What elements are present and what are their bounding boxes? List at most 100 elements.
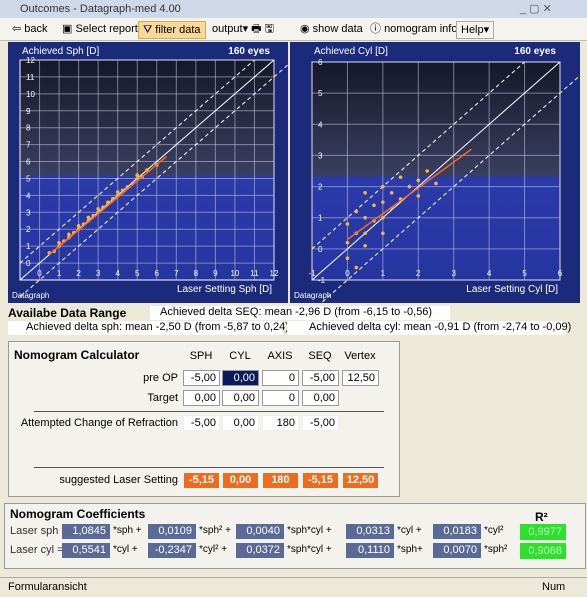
value: mean -2,96 D (from -6,15 to -0,56) (264, 306, 433, 318)
output-button[interactable]: output▾ 🖶 🖫 (212, 23, 274, 35)
row-label: Laser sph = (10, 525, 68, 537)
window-controls[interactable]: _ ▢ ✕ (520, 3, 552, 15)
column-header: Vertex (344, 350, 376, 362)
select-report-button[interactable]: ▣ Select report (62, 23, 138, 35)
x-tick-label: 5 (135, 269, 140, 278)
panel-title: Nomogram Calculator (14, 348, 140, 362)
data-point (57, 240, 61, 245)
y-tick-label: 4 (26, 191, 31, 200)
x-tick-label: 4 (487, 269, 492, 278)
data-point (111, 196, 115, 201)
term: *cyl² + (199, 544, 228, 555)
data-point (354, 209, 359, 214)
panel-title: Nomogram Coefficients (10, 507, 146, 521)
column-header: AXIS (267, 350, 293, 362)
term: *sph*cyl + (287, 544, 332, 555)
window-title: Outcomes - Datagraph-med 4.00 (20, 3, 181, 15)
data-point (106, 200, 110, 204)
count-label: 160 eyes (228, 46, 270, 57)
x-tick-label: 10 (230, 269, 239, 278)
y-tick-label: 5 (26, 174, 31, 183)
x-tick-label: 1 (381, 269, 386, 278)
term: *cyl + (113, 544, 138, 555)
filter-data-button[interactable]: ⛛ filter data (138, 21, 206, 39)
value: mean -2,50 D (from -5,87 to 0,24) (125, 321, 289, 333)
value-cell: 12,50 (342, 370, 379, 386)
nomogram-info-button[interactable]: ⓘ nomogram info (370, 23, 458, 35)
coefficient: 0,5541 (62, 543, 110, 558)
coefficient: 0,0183 (433, 524, 481, 539)
value-cell: 0,00 (183, 390, 220, 406)
x-tick-label: 3 (96, 269, 101, 278)
y-tick-label: -1 (318, 276, 326, 285)
value-cell: 0,00 (222, 390, 259, 406)
term: *sph² (484, 544, 508, 555)
label: Achieved delta cyl: (309, 321, 401, 333)
value-cell: 0,00 (222, 370, 259, 386)
data-point (381, 215, 385, 220)
tolerance-line (19, 59, 255, 264)
identity-line (311, 61, 561, 281)
row-label: Attempted Change of Refraction (20, 417, 178, 429)
coefficient: 0,0109 (148, 524, 196, 539)
data-point (135, 173, 140, 177)
data-point (345, 240, 350, 245)
y-tick-label: 3 (26, 208, 31, 217)
y-tick-label: 1 (318, 214, 323, 223)
separator (34, 411, 384, 412)
value-cell: 180 (262, 472, 299, 489)
help-button[interactable]: Help▾ (456, 21, 495, 39)
x-tick-label: 6 (155, 269, 160, 278)
data-point (76, 224, 81, 228)
back-button[interactable]: ⇦ back (12, 23, 48, 35)
x-tick-label: 0 (37, 269, 42, 278)
label: nomogram info (384, 23, 458, 35)
chart: 0 1 2 3 4 5 6 7 8 9 10 11 120123456789101112Achieved… (8, 42, 288, 303)
x-axis-label: Laser Setting Cyl [D] (466, 284, 558, 295)
row-label: suggested Laser Setting (59, 474, 178, 486)
data-point (363, 191, 367, 195)
x-tick-label: 9 (213, 269, 218, 278)
value-cell: -5,15 (183, 472, 220, 489)
fit-line (346, 148, 472, 241)
value-cell: -5,15 (302, 472, 339, 489)
x-tick-label: -1 (308, 269, 316, 278)
value-cell: -5,00 (183, 370, 220, 386)
label: Achieved delta SEQ: (160, 306, 262, 318)
cyl-range: Achieved delta cyl: mean -0,91 D (from -… (287, 321, 571, 335)
column-header: SEQ (308, 350, 332, 362)
x-tick-label: 0 (345, 269, 350, 278)
data-point (115, 190, 120, 194)
status-right: Num (542, 581, 566, 593)
data-point (372, 203, 376, 208)
seq-range: Achieved delta SEQ: mean -2,96 D (from -… (150, 306, 450, 320)
coefficient: 0,0040 (236, 524, 284, 539)
data-point (345, 222, 350, 226)
data-point (120, 188, 125, 193)
sph-range: Achieved delta sph: mean -2,50 D (from -… (8, 321, 289, 335)
x-tick-label: 4 (115, 269, 120, 278)
data-point (381, 231, 385, 236)
y-tick-label: 0 (318, 245, 323, 254)
y-tick-label: 12 (26, 56, 35, 65)
data-point (416, 194, 421, 198)
data-point (381, 200, 385, 204)
data-point (416, 178, 421, 183)
x-tick-label: 7 (174, 269, 179, 278)
show-data-button[interactable]: ◉ show data (300, 23, 363, 35)
y-tick-label: 6 (318, 58, 323, 67)
data-point (86, 215, 91, 220)
coefficient: 1,0845 (62, 524, 110, 539)
data-point (145, 168, 149, 172)
data-point (354, 265, 359, 270)
label: Help (461, 24, 484, 36)
y-tick-label: 7 (26, 141, 31, 150)
count-label: 160 eyes (514, 46, 556, 57)
fit-line (48, 155, 168, 256)
value-cell: 0 (262, 390, 299, 406)
label: filter data (155, 24, 201, 36)
coefficient: 0,0313 (346, 524, 394, 539)
y-tick-label: 5 (318, 89, 323, 98)
